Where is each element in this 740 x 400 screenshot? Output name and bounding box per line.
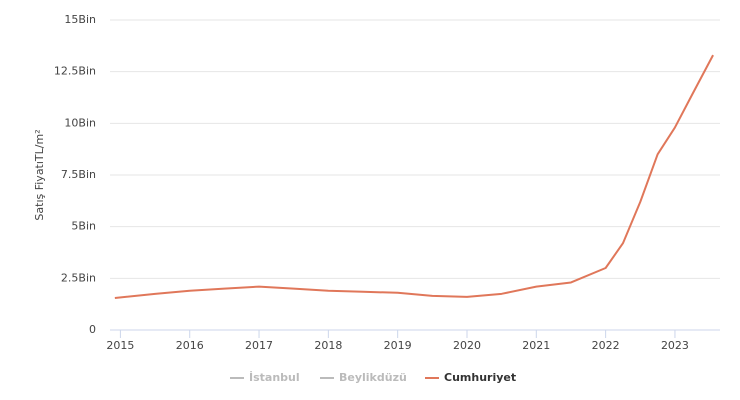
- x-tick-label: 2019: [384, 339, 412, 352]
- y-tick-label: 10Bin: [64, 116, 96, 129]
- y-tick-label: 12.5Bin: [54, 65, 96, 78]
- legend-item[interactable]: Cumhuriyet: [425, 371, 516, 384]
- x-tick-label: 2023: [661, 339, 689, 352]
- x-tick-label: 2016: [176, 339, 204, 352]
- y-tick-label: 2.5Bin: [61, 271, 96, 284]
- y-tick-label: 15Bin: [64, 13, 96, 26]
- x-tick-label: 2017: [245, 339, 273, 352]
- y-tick-label: 5Bin: [71, 220, 96, 233]
- x-tick-label: 2021: [522, 339, 550, 352]
- legend-item[interactable]: Beylikdüzü: [320, 371, 407, 384]
- y-axis-label: Satış FiyatıTL/m²: [33, 129, 46, 220]
- x-tick-label: 2022: [592, 339, 620, 352]
- x-tick-label: 2020: [453, 339, 481, 352]
- legend-label: İstanbul: [249, 370, 300, 384]
- legend-label: Beylikdüzü: [339, 371, 407, 384]
- y-tick-label: 0: [89, 323, 96, 336]
- legend-label: Cumhuriyet: [444, 371, 516, 384]
- legend-item[interactable]: İstanbul: [230, 370, 300, 384]
- x-tick-label: 2018: [314, 339, 342, 352]
- y-tick-label: 7.5Bin: [61, 168, 96, 181]
- x-tick-label: 2015: [106, 339, 134, 352]
- line: [114, 54, 714, 299]
